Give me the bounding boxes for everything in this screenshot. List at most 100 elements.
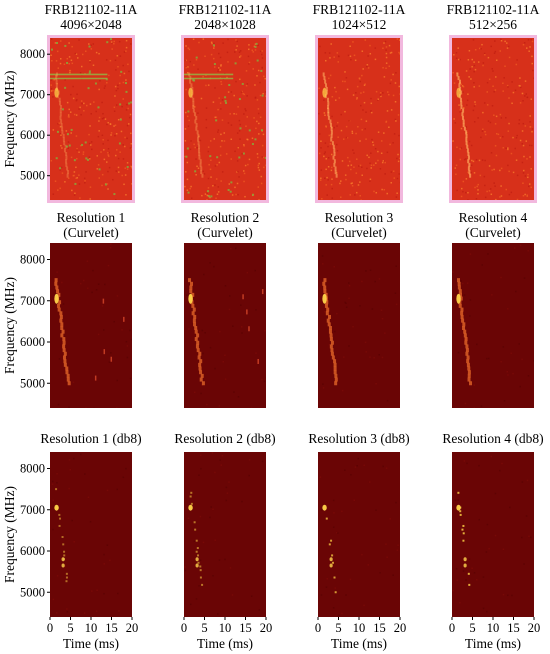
x-tick-label: 15 bbox=[507, 621, 520, 635]
burst-segment bbox=[335, 173, 338, 178]
burst-segment bbox=[63, 148, 66, 153]
burst-segment bbox=[57, 307, 61, 312]
burst-segment bbox=[196, 340, 200, 345]
burst-segment bbox=[334, 373, 338, 378]
burst-segment bbox=[329, 119, 332, 124]
y-tick-label: 6000 bbox=[20, 544, 45, 558]
y-tick-label: 7000 bbox=[20, 503, 45, 517]
burst-segment bbox=[58, 524, 61, 527]
burst-segment bbox=[456, 72, 459, 77]
burst-segment bbox=[333, 366, 337, 371]
burst-segment bbox=[67, 170, 70, 175]
burst-segment bbox=[458, 79, 461, 84]
x-tick-label: 15 bbox=[239, 621, 252, 635]
burst-segment bbox=[55, 488, 58, 491]
burst-segment bbox=[199, 569, 202, 572]
panel-curvelet-3: Resolution 3(Curvelet) bbox=[318, 210, 400, 408]
burst-knot bbox=[463, 563, 467, 568]
burst-segment bbox=[59, 517, 62, 520]
burst-knot bbox=[61, 563, 65, 568]
burst-segment bbox=[467, 377, 471, 382]
burst-segment bbox=[327, 101, 330, 106]
burst-segment bbox=[198, 351, 202, 356]
burst-segment bbox=[461, 112, 464, 117]
burst-segment bbox=[459, 292, 463, 297]
x-tick-label: 10 bbox=[219, 621, 232, 635]
burst-segment bbox=[62, 344, 66, 349]
burst-segment bbox=[462, 524, 465, 527]
burst-segment bbox=[190, 83, 193, 88]
burst-segment bbox=[191, 311, 195, 316]
burst-segment bbox=[461, 528, 464, 531]
burst-segment bbox=[199, 576, 202, 579]
burst-segment bbox=[192, 307, 196, 312]
burst-segment bbox=[57, 90, 60, 95]
burst-segment bbox=[462, 532, 465, 535]
panel-curvelet-4: Resolution 4(Curvelet) bbox=[452, 210, 534, 408]
heatmap-content bbox=[184, 452, 266, 615]
x-tick-label: 15 bbox=[373, 621, 386, 635]
y-axis-label: Frequency (MHz) bbox=[2, 277, 17, 374]
burst-segment bbox=[54, 281, 58, 286]
panel-title: Resolution 2 (db8) bbox=[174, 431, 275, 446]
burst-segment bbox=[198, 144, 201, 149]
y-tick-label: 7000 bbox=[20, 88, 45, 102]
burst-segment bbox=[194, 528, 197, 531]
burst-segment bbox=[66, 173, 69, 178]
burst-segment bbox=[64, 144, 67, 149]
burst-segment bbox=[193, 322, 197, 327]
burst-segment bbox=[189, 79, 192, 84]
burst-segment bbox=[65, 159, 68, 164]
burst-segment bbox=[327, 115, 330, 120]
burst-segment bbox=[334, 591, 337, 594]
burst-segment bbox=[333, 362, 337, 367]
burst-segment bbox=[193, 521, 196, 524]
burst-segment bbox=[327, 104, 330, 109]
burst-segment bbox=[467, 152, 470, 157]
burst-segment bbox=[56, 303, 60, 308]
heatmap-content bbox=[452, 455, 532, 617]
x-tick-label: 20 bbox=[126, 621, 139, 635]
burst-segment bbox=[61, 130, 64, 135]
burst-segment bbox=[330, 133, 333, 138]
burst-segment bbox=[331, 554, 334, 557]
x-axis-label: Time (ms) bbox=[63, 636, 119, 651]
burst-segment bbox=[325, 90, 328, 95]
burst-segment bbox=[459, 510, 462, 513]
burst-segment bbox=[322, 72, 325, 77]
burst-segment bbox=[195, 550, 198, 553]
y-axis-label: Frequency (MHz) bbox=[2, 70, 17, 167]
burst-segment bbox=[199, 159, 202, 164]
burst-segment bbox=[60, 123, 63, 128]
burst-segment bbox=[196, 130, 199, 135]
burst-segment bbox=[198, 152, 201, 157]
burst-segment bbox=[330, 340, 334, 345]
burst-segment bbox=[331, 355, 335, 360]
burst-segment bbox=[199, 370, 203, 375]
burst-segment bbox=[330, 126, 333, 131]
burst-peak bbox=[188, 87, 193, 98]
burst-segment bbox=[67, 381, 71, 386]
panel-db8-3: Resolution 3 (db8) 0 5 10 15 20 Time (ms) bbox=[308, 431, 409, 651]
burst-segment bbox=[458, 303, 462, 308]
burst-segment bbox=[59, 311, 63, 316]
burst-segment bbox=[325, 311, 329, 316]
panel-title: Resolution 3 bbox=[325, 210, 394, 225]
burst-segment bbox=[192, 318, 196, 323]
burst-segment bbox=[65, 576, 68, 579]
x-tick-label: 20 bbox=[260, 621, 273, 635]
burst-segment bbox=[325, 83, 328, 88]
panel-subtitle: (Curvelet) bbox=[197, 225, 252, 240]
burst-segment bbox=[469, 173, 472, 178]
burst-segment bbox=[63, 554, 66, 557]
burst-peak bbox=[456, 293, 461, 304]
burst-segment bbox=[328, 326, 332, 331]
burst-segment bbox=[462, 322, 466, 327]
heatmap-background bbox=[50, 452, 132, 617]
burst-segment bbox=[465, 133, 468, 138]
burst-peak bbox=[456, 87, 461, 98]
burst-segment bbox=[330, 137, 333, 142]
